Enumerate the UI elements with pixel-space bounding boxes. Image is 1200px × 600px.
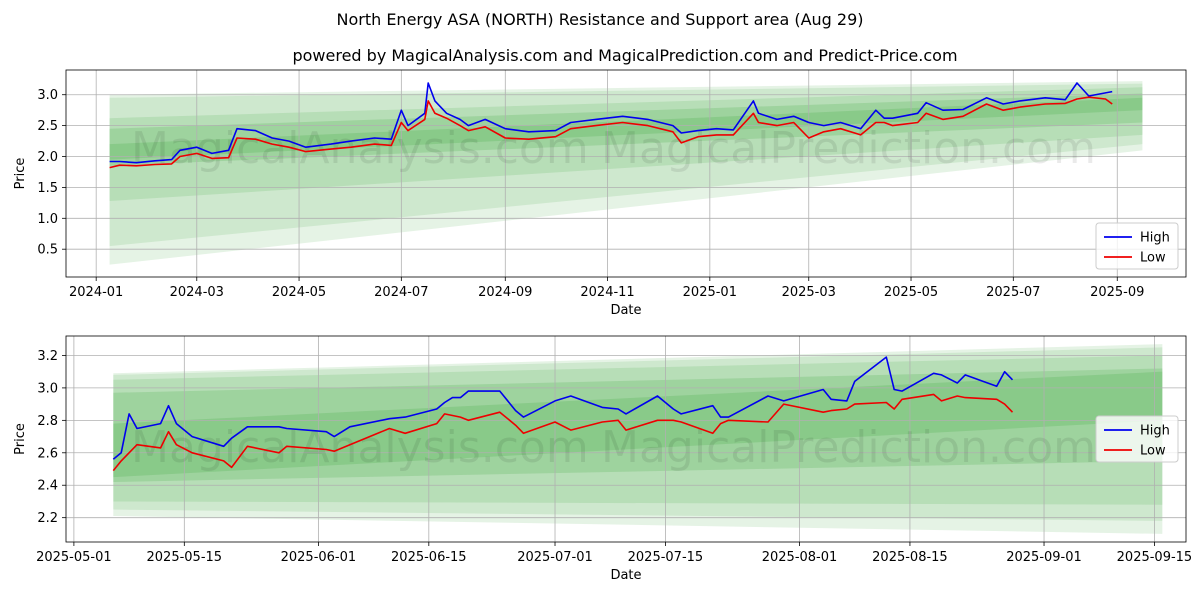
x-tick-label: 2025-06-01: [281, 550, 357, 565]
x-tick-label: 2025-05-15: [147, 550, 223, 565]
x-tick-label: 2025-06-15: [391, 550, 467, 565]
x-tick-label: 2024-11: [580, 285, 634, 300]
x-tick-label: 2024-03: [170, 285, 224, 300]
y-tick-label: 1.5: [37, 181, 58, 196]
y-tick-label: 0.5: [37, 243, 58, 258]
legend-label-low: Low: [1140, 251, 1166, 266]
y-tick-label: 2.2: [37, 511, 58, 526]
band-4: [113, 371, 1163, 478]
x-tick-label: 2025-03: [782, 285, 836, 300]
x-tick-label: 2025-09-01: [1006, 550, 1082, 565]
series-line-high: [112, 356, 1014, 460]
y-tick-label: 2.4: [37, 479, 58, 494]
legend: High Low: [1095, 415, 1179, 463]
x-tick-label: 2025-09: [1090, 285, 1144, 300]
x-tick-label: 2025-07-01: [517, 550, 593, 565]
y-tick-label: 2.6: [37, 446, 58, 461]
band-3: [109, 93, 1143, 166]
x-tick-label: 2025-07: [986, 285, 1040, 300]
watermark: MagicalPrediction.com: [601, 422, 1096, 473]
y-axis-label: Price: [13, 423, 28, 455]
x-axis-label: Date: [610, 568, 641, 583]
band-4: [109, 97, 1143, 160]
x-axis-label: Date: [610, 303, 641, 318]
legend-label-low: Low: [1140, 444, 1166, 459]
y-tick-label: 1.0: [37, 212, 58, 227]
watermark: MagicalAnalysis.com: [131, 123, 589, 174]
series-line-high: [109, 82, 1113, 164]
x-tick-label: 2025-09-15: [1117, 550, 1193, 565]
x-tick-label: 2025-08-01: [762, 550, 838, 565]
band-0: [109, 81, 1143, 265]
chart-subtitle: powered by MagicalAnalysis.com and Magic…: [292, 46, 958, 65]
y-tick-label: 2.5: [37, 119, 58, 134]
legend: High Low: [1095, 222, 1179, 270]
band-2: [109, 87, 1143, 201]
x-tick-label: 2025-05-01: [36, 550, 112, 565]
legend-label-high: High: [1140, 231, 1170, 246]
series-line-low: [109, 96, 1113, 169]
y-tick-label: 2.0: [37, 150, 58, 165]
x-tick-label: 2025-05: [884, 285, 938, 300]
x-tick-label: 2025-01: [683, 285, 737, 300]
watermark: MagicalAnalysis.com: [131, 422, 589, 473]
x-tick-label: 2024-01: [69, 285, 123, 300]
band-1: [109, 83, 1143, 247]
series-line-low: [112, 393, 1014, 472]
y-tick-label: 2.8: [37, 414, 58, 429]
x-tick-label: 2025-08-15: [872, 550, 948, 565]
plot-frame: [65, 335, 1187, 543]
x-tick-label: 2024-07: [374, 285, 428, 300]
band-0: [113, 344, 1163, 534]
chart-title: North Energy ASA (NORTH) Resistance and …: [336, 10, 864, 29]
legend-label-high: High: [1140, 424, 1170, 439]
y-tick-label: 3.0: [37, 381, 58, 396]
y-tick-label: 3.0: [37, 88, 58, 103]
x-tick-label: 2024-05: [272, 285, 326, 300]
band-2: [113, 355, 1163, 505]
y-axis-label: Price: [13, 158, 28, 190]
band-3: [113, 368, 1163, 482]
y-tick-label: 3.2: [37, 349, 58, 364]
x-tick-label: 2025-07-15: [628, 550, 704, 565]
plot-frame: [65, 69, 1187, 278]
x-tick-label: 2024-09: [478, 285, 532, 300]
